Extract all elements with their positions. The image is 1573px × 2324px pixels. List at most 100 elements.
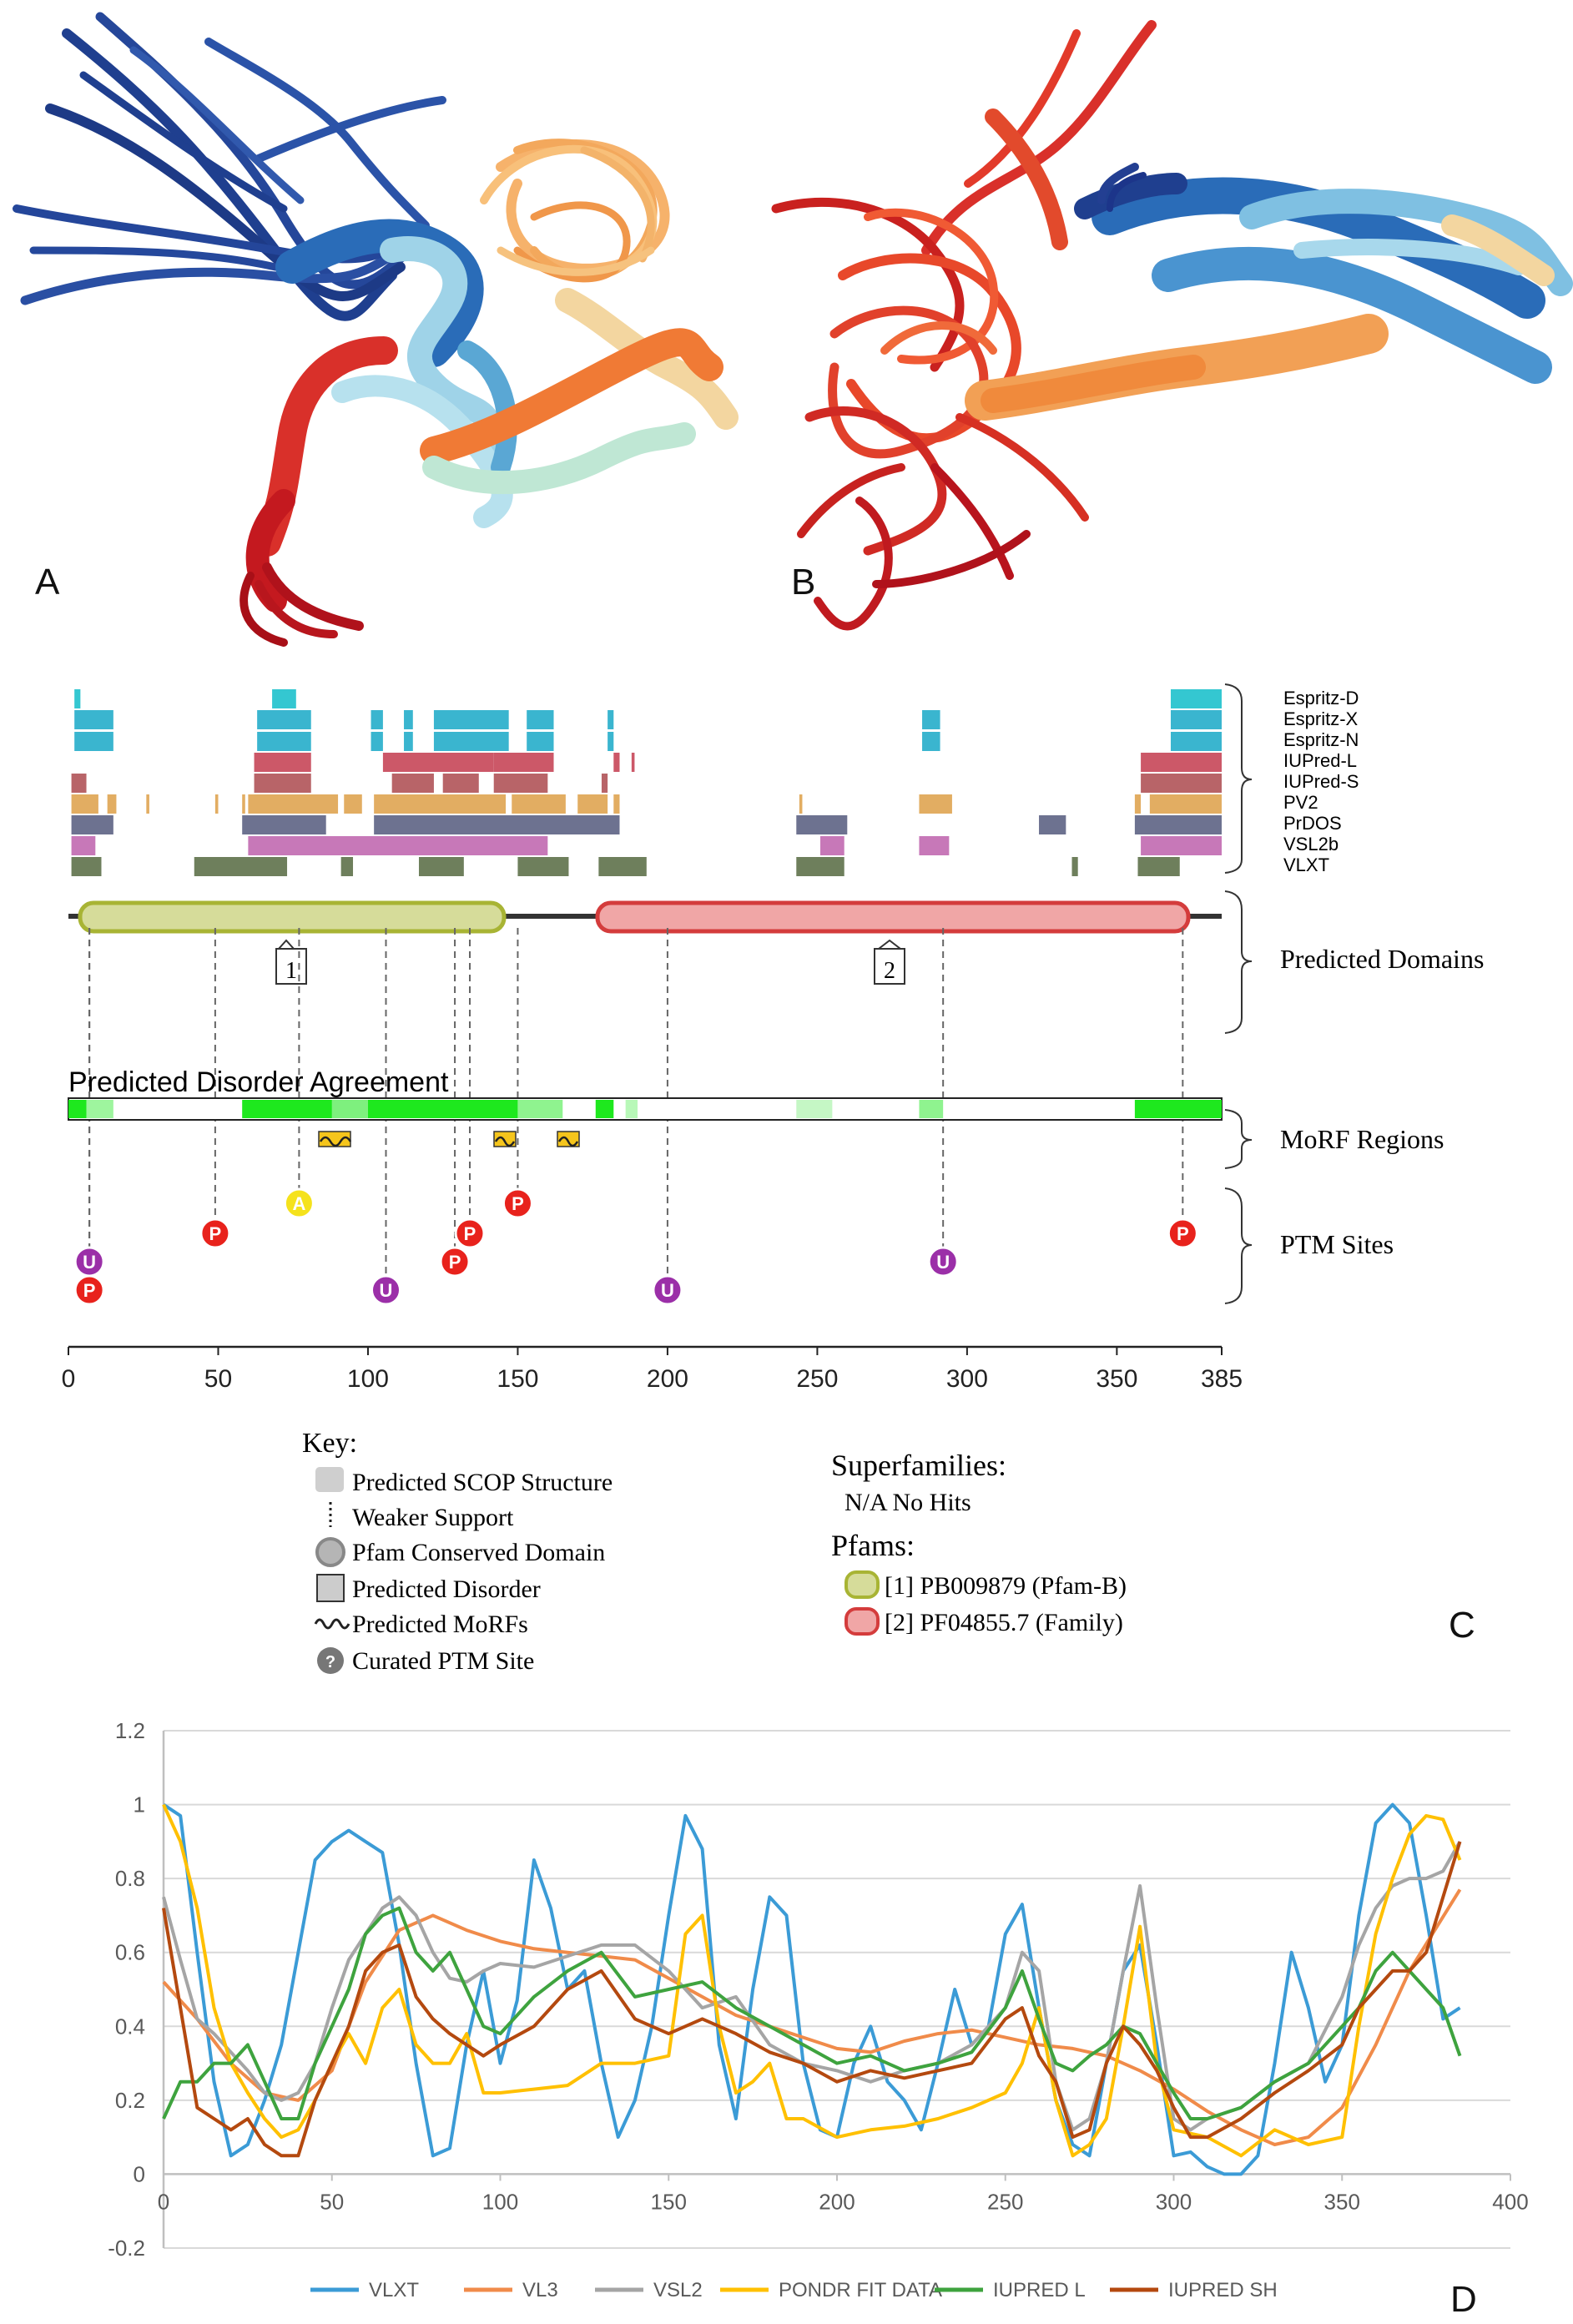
- chart-series-lines: [162, 1802, 1462, 2176]
- ptm-site-marker: U: [370, 1274, 401, 1306]
- y-tick-label: 1.2: [115, 1718, 145, 1743]
- agreement-segment: [242, 1100, 332, 1118]
- pfam-2-label: [2] PF04855.7 (Family): [885, 1609, 1123, 1636]
- panel-b-label: B: [791, 562, 815, 602]
- predictor-track-segment: [922, 732, 940, 751]
- x-tick-label: 100: [482, 2189, 518, 2214]
- key-legend: Key: Predicted SCOP Structure Weaker Sup…: [302, 1428, 613, 1675]
- y-tick-label: 0.4: [115, 2014, 145, 2039]
- x-tick-label: 300: [1156, 2189, 1192, 2214]
- agreement-segment: [1134, 1100, 1222, 1118]
- y-tick-label: 1: [134, 1792, 145, 1817]
- predictor-track-segment: [214, 794, 219, 814]
- residue-tick-label: 250: [796, 1365, 838, 1393]
- predictor-track-segment: [254, 774, 311, 793]
- predictor-track-segment: [819, 836, 844, 855]
- x-tick-label: 200: [819, 2189, 855, 2214]
- predictor-track-segment: [272, 689, 296, 708]
- morf-region: [493, 1131, 517, 1147]
- predictor-label-espritz-d: Espritz-D: [1283, 688, 1359, 708]
- key-title: Key:: [302, 1428, 357, 1459]
- legend-label: PONDR FIT DATA: [779, 2279, 942, 2301]
- ptm-site-letter: U: [380, 1280, 393, 1301]
- legend-label: IUPRED L: [993, 2279, 1086, 2301]
- orange-coil-a: [480, 139, 739, 430]
- red-helix-a: [239, 336, 398, 647]
- agreement-segment: [86, 1100, 113, 1118]
- predictor-label-vsl2b: VSL2b: [1283, 834, 1339, 854]
- x-tick-label: 250: [987, 2189, 1023, 2214]
- predictor-track-segment: [1170, 710, 1222, 729]
- superfamilies-title: Superfamilies:: [831, 1449, 1006, 1482]
- predictor-track-segment: [107, 794, 117, 814]
- predictor-label-espritz-x: Espritz-X: [1283, 708, 1359, 729]
- residue-tick-label: 200: [647, 1365, 688, 1393]
- predictor-track-segment: [922, 710, 940, 729]
- pfam-1-label: [1] PB009879 (Pfam-B): [885, 1572, 1127, 1600]
- ptm-site-letter: U: [936, 1252, 950, 1273]
- predictor-track-segment: [527, 732, 554, 751]
- residue-tick-label: 50: [204, 1365, 232, 1393]
- predictor-track-segment: [248, 836, 548, 855]
- residue-axis: 0 50 100 150 200 250 300 350 385: [62, 1345, 1243, 1393]
- domains-brace: [1224, 890, 1253, 1034]
- gray-rounded-rect-icon: [315, 1467, 344, 1492]
- pfam-legend: Superfamilies: N/A No Hits Pfams: [1] PB…: [831, 1449, 1127, 1636]
- predictor-tracks: [71, 689, 1222, 876]
- residue-tick-label: 100: [347, 1365, 389, 1393]
- morf-region: [557, 1131, 580, 1147]
- x-tick-label: 400: [1492, 2189, 1528, 2214]
- predictor-track-segment: [71, 815, 113, 834]
- x-tick-label: 50: [320, 2189, 344, 2214]
- predictor-track-segment: [433, 710, 509, 729]
- agreement-segment: [796, 1100, 833, 1118]
- morf-brace: [1224, 1109, 1253, 1169]
- panel-a-label: A: [35, 562, 60, 602]
- predictor-label-espritz-n: Espritz-N: [1283, 729, 1359, 750]
- predictor-track-segment: [601, 774, 608, 793]
- predictor-track-segment: [71, 774, 87, 793]
- ptm-site-marker: P: [502, 1187, 533, 1219]
- ptm-brace: [1224, 1187, 1253, 1304]
- predictor-track-segment: [71, 794, 98, 814]
- key-item-3: Predicted Disorder: [352, 1575, 541, 1603]
- predictor-track-segment: [613, 794, 620, 814]
- key-item-4: Predicted MoRFs: [352, 1611, 528, 1638]
- ptm-site-letter: P: [464, 1223, 476, 1244]
- residue-tick-label: 150: [497, 1365, 538, 1393]
- ptm-question-glyph: ?: [325, 1653, 335, 1671]
- chart-x-ticks: 0 50 100 150 200 250 300 350 400: [158, 2174, 1529, 2214]
- ptm-site-marker: P: [439, 1246, 471, 1278]
- domain-2-tag-label: 2: [884, 958, 895, 984]
- legend-label: VL3: [522, 2279, 558, 2301]
- predictor-track-segment: [512, 794, 566, 814]
- residue-tick-label: 300: [946, 1365, 988, 1393]
- series-line-vsl2: [162, 1840, 1462, 2132]
- predictor-track-segment: [1134, 794, 1142, 814]
- predictor-label-iupred-l: IUPred-L: [1283, 750, 1357, 771]
- predicted-domains-label: Predicted Domains: [1280, 944, 1484, 974]
- y-tick-label: 0: [134, 2161, 145, 2186]
- predictor-track-segment: [74, 732, 113, 751]
- predictor-label-vlxt: VLXT: [1283, 854, 1329, 875]
- predictor-track-segment: [1170, 732, 1222, 751]
- series-line-vlxt: [162, 1802, 1461, 2176]
- blue-sheet-b: [1074, 163, 1573, 384]
- ptm-site-letter: P: [209, 1223, 222, 1244]
- chart-y-ticks: -0.2 0 0.2 0.4 0.6 0.8 1 1.2: [108, 1718, 145, 2261]
- legend-label: VLXT: [369, 2279, 419, 2301]
- legend-label: IUPRED SH: [1168, 2279, 1278, 2301]
- morf-label: MoRF Regions: [1280, 1124, 1444, 1154]
- predictor-track-segment: [442, 774, 479, 793]
- predictor-track-segment: [1141, 774, 1222, 793]
- predicted-domains: 1 2 Predicted Domains: [68, 900, 1484, 985]
- key-item-0: Predicted SCOP Structure: [352, 1469, 613, 1496]
- predictor-track-segment: [577, 794, 608, 814]
- ptm-site-marker: U: [652, 1274, 683, 1306]
- domain-2-box: [595, 900, 1191, 934]
- residue-tick-label: 385: [1201, 1365, 1243, 1393]
- ptm-site-letter: U: [83, 1252, 96, 1273]
- predictor-track-segment: [433, 732, 509, 751]
- ptm-site-marker: P: [454, 1217, 486, 1249]
